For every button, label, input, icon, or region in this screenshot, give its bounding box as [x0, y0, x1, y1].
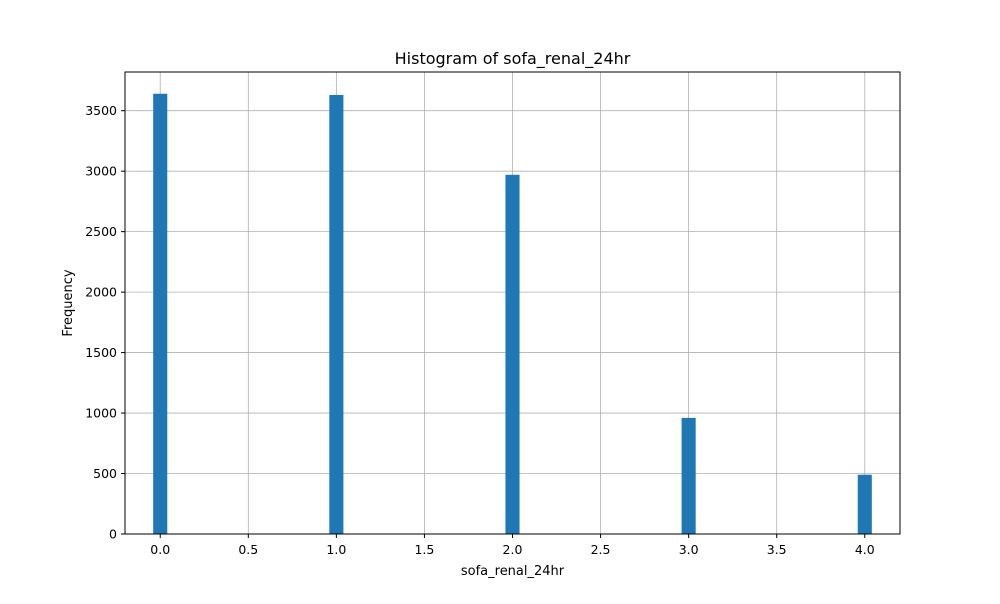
x-tick-label: 1.5 — [414, 542, 434, 557]
x-tick-label: 3.5 — [767, 542, 787, 557]
y-tick-label: 1000 — [85, 406, 117, 421]
x-axis-label: sofa_renal_24hr — [461, 564, 565, 579]
y-tick-label: 2000 — [85, 285, 117, 300]
histogram-bar — [153, 93, 168, 535]
y-tick-label: 3500 — [85, 103, 117, 118]
y-tick-label: 2500 — [85, 224, 117, 239]
x-tick-label: 0.5 — [238, 542, 258, 557]
histogram-bar — [857, 474, 872, 534]
y-axis-label: Frequency — [61, 269, 76, 336]
x-tick-label: 4.0 — [855, 542, 875, 557]
y-tick-label: 500 — [93, 466, 117, 481]
x-tick-label: 3.0 — [679, 542, 699, 557]
histogram-bar — [329, 94, 344, 534]
y-tick-label: 3000 — [85, 164, 117, 179]
x-tick-label: 0.0 — [150, 542, 170, 557]
x-tick-label: 2.0 — [503, 542, 523, 557]
y-tick-label: 1500 — [85, 345, 117, 360]
x-tick-label: 1.0 — [326, 542, 346, 557]
bars — [153, 93, 872, 535]
chart-title: Histogram of sofa_renal_24hr — [395, 49, 631, 69]
y-tick-label: 0 — [109, 527, 117, 542]
x-tick-label: 2.5 — [591, 542, 611, 557]
ticks: 0.0 0.5 1.0 1.5 2.0 2.5 3.0 3.5 4.0 0 500 1000 1500 2… — [85, 103, 875, 557]
histogram-bar — [681, 417, 696, 534]
histogram-bar — [505, 174, 520, 535]
